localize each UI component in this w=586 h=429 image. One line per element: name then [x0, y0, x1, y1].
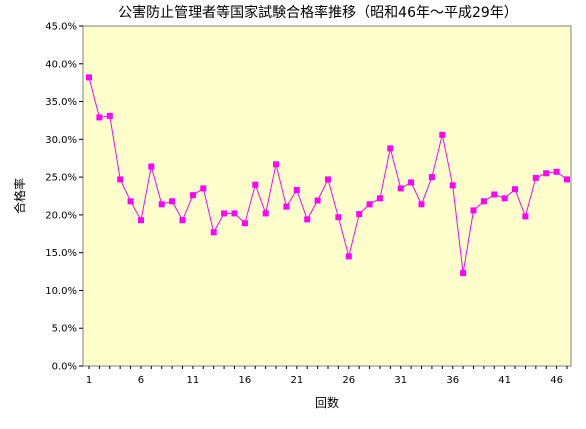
data-point-marker	[532, 174, 539, 181]
y-tick-label: 15.0%	[45, 248, 77, 259]
data-point-marker	[273, 161, 279, 168]
data-point-marker	[449, 182, 456, 189]
data-point-marker	[179, 217, 186, 224]
x-tick-label: 11	[187, 375, 200, 386]
data-point-marker	[480, 198, 487, 205]
x-tick-label: 6	[138, 375, 144, 386]
y-tick-label: 10.0%	[45, 286, 77, 297]
data-point-marker	[200, 185, 207, 192]
x-tick-label: 16	[239, 375, 252, 386]
data-point-marker	[241, 220, 248, 227]
data-point-marker	[262, 210, 269, 217]
data-point-marker	[210, 229, 217, 236]
x-tick-label: 36	[446, 375, 459, 386]
y-tick-label: 20.0%	[45, 210, 77, 221]
data-point-marker	[117, 176, 124, 183]
y-tick-label: 40.0%	[45, 59, 77, 70]
data-point-marker	[283, 203, 290, 210]
data-point-marker	[96, 114, 103, 121]
data-point-marker	[439, 131, 446, 138]
data-point-marker	[86, 74, 92, 81]
data-point-marker	[512, 186, 518, 193]
y-tick-label: 45.0%	[45, 22, 77, 33]
data-point-marker	[148, 163, 155, 170]
y-axis: 0.0% 5.0% 10.0% 15.0% 20.0% 25.0% 30.0% 35.0% 40…	[45, 22, 83, 373]
data-point-marker	[408, 179, 415, 186]
data-point-marker	[418, 201, 425, 208]
y-tick-label: 25.0%	[45, 173, 77, 184]
data-point-marker	[564, 176, 570, 183]
data-point-marker	[231, 210, 238, 217]
data-point-marker	[428, 174, 435, 181]
data-point-marker	[221, 210, 228, 217]
data-point-marker	[501, 195, 508, 202]
data-point-marker	[325, 176, 331, 183]
series-markers	[86, 74, 570, 277]
x-tick-label: 26	[342, 375, 355, 386]
data-point-marker	[470, 207, 477, 214]
chart-title: 公害防止管理者等国家試験合格率推移（昭和46年～平成29年）	[118, 4, 518, 21]
data-point-marker	[304, 216, 311, 223]
data-point-marker	[387, 145, 394, 152]
y-tick-label: 30.0%	[45, 135, 77, 146]
data-point-marker	[491, 191, 498, 198]
data-point-marker	[189, 192, 196, 199]
data-point-marker	[169, 198, 176, 205]
data-point-marker	[397, 185, 404, 192]
data-point-marker	[377, 195, 383, 202]
x-tick-label: 31	[394, 375, 407, 386]
data-point-marker	[138, 217, 144, 224]
x-axis-label: 回数	[315, 395, 339, 410]
y-tick-label: 35.0%	[45, 97, 77, 108]
data-point-marker	[460, 270, 467, 277]
data-point-marker	[345, 253, 352, 260]
data-point-marker	[366, 201, 373, 208]
data-point-marker	[356, 211, 363, 218]
data-point-marker	[293, 187, 300, 193]
x-tick-label: 1	[86, 375, 92, 386]
x-tick-label: 21	[290, 375, 303, 386]
data-point-marker	[335, 214, 342, 221]
data-point-marker	[252, 181, 259, 188]
data-point-marker	[158, 201, 165, 208]
y-axis-label: 合格率	[12, 178, 27, 214]
data-point-marker	[543, 170, 550, 177]
data-point-marker	[522, 213, 529, 220]
plot-area	[82, 25, 572, 367]
data-point-marker	[127, 198, 134, 205]
x-tick-label: 41	[498, 375, 511, 386]
data-point-marker	[106, 112, 113, 119]
x-tick-label: 46	[550, 375, 563, 386]
data-point-marker	[314, 197, 321, 204]
y-tick-label: 0.0%	[52, 362, 77, 373]
x-axis: 1 6 11 16 21 26 31 36 41 46	[86, 366, 568, 386]
data-point-marker	[553, 168, 560, 175]
y-tick-label: 5.0%	[52, 324, 77, 335]
